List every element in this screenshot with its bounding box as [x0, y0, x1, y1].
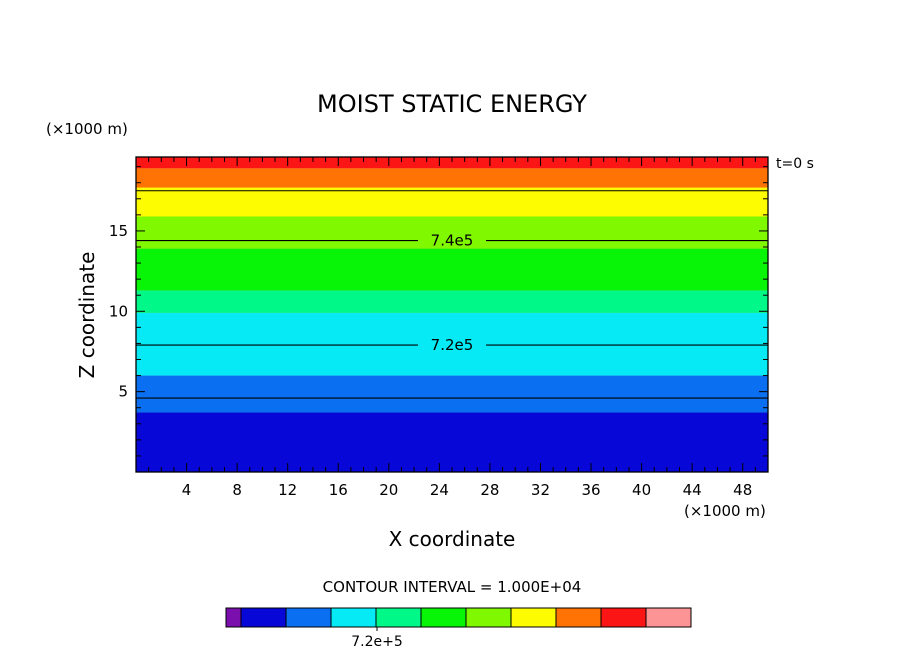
contour-label: 7.2e5 [431, 336, 474, 354]
contour-band [136, 312, 768, 376]
x-tick-label: 36 [581, 481, 600, 499]
x-unit-label: (×1000 m) [684, 502, 766, 520]
contour-band [136, 187, 768, 217]
contour-band [136, 290, 768, 313]
contour-band [136, 248, 768, 291]
x-axis-label: X coordinate [389, 527, 516, 551]
x-tick-label: 4 [182, 481, 192, 499]
x-tick-label: 20 [379, 481, 398, 499]
contour-band [136, 412, 768, 472]
x-tick-label: 28 [480, 481, 499, 499]
x-tick-label: 48 [733, 481, 752, 499]
y-axis-label: Z coordinate [75, 252, 99, 379]
contour-label: 7.4e5 [431, 232, 474, 250]
contour-band [136, 375, 768, 413]
x-tick-label: 40 [632, 481, 651, 499]
colorbar-swatch [555, 607, 602, 628]
y-tick-label: 10 [109, 302, 128, 320]
chart-title: MOIST STATIC ENERGY [317, 90, 587, 118]
colorbar-tick-label: 7.2e+5 [351, 634, 403, 650]
x-tick-label: 44 [683, 481, 702, 499]
colorbar-swatch [465, 607, 512, 628]
colorbar-swatch [330, 607, 377, 628]
y-axis-ticks: 5 10 15 [109, 166, 768, 457]
colorbar-swatch [645, 607, 692, 628]
colorbar-swatch [510, 607, 557, 628]
contour-band [136, 216, 768, 249]
y-tick-label: 15 [109, 222, 128, 240]
colorbar-swatch [420, 607, 467, 628]
plot-area: 7.2e5 7.4e5 [136, 157, 768, 472]
y-unit-label: (×1000 m) [46, 120, 128, 138]
x-tick-label: 24 [430, 481, 449, 499]
contour-interval-label: CONTOUR INTERVAL = 1.000E+04 [323, 578, 582, 596]
x-tick-label: 12 [278, 481, 297, 499]
x-axis-ticks: 4 8 12 16 20 24 28 32 36 40 44 48 [148, 157, 756, 499]
colorbar-swatch [240, 607, 287, 628]
colorbar-swatch [225, 607, 242, 628]
colorbar-swatch [285, 607, 332, 628]
x-tick-label: 32 [531, 481, 550, 499]
time-label: t=0 s [776, 156, 814, 172]
x-tick-label: 8 [232, 481, 242, 499]
x-tick-label: 16 [329, 481, 348, 499]
colorbar [225, 607, 692, 631]
contour-band [136, 157, 768, 169]
colorbar-swatch [375, 607, 422, 628]
colorbar-swatch [600, 607, 647, 628]
y-tick-label: 5 [118, 383, 128, 401]
contour-band [136, 168, 768, 188]
